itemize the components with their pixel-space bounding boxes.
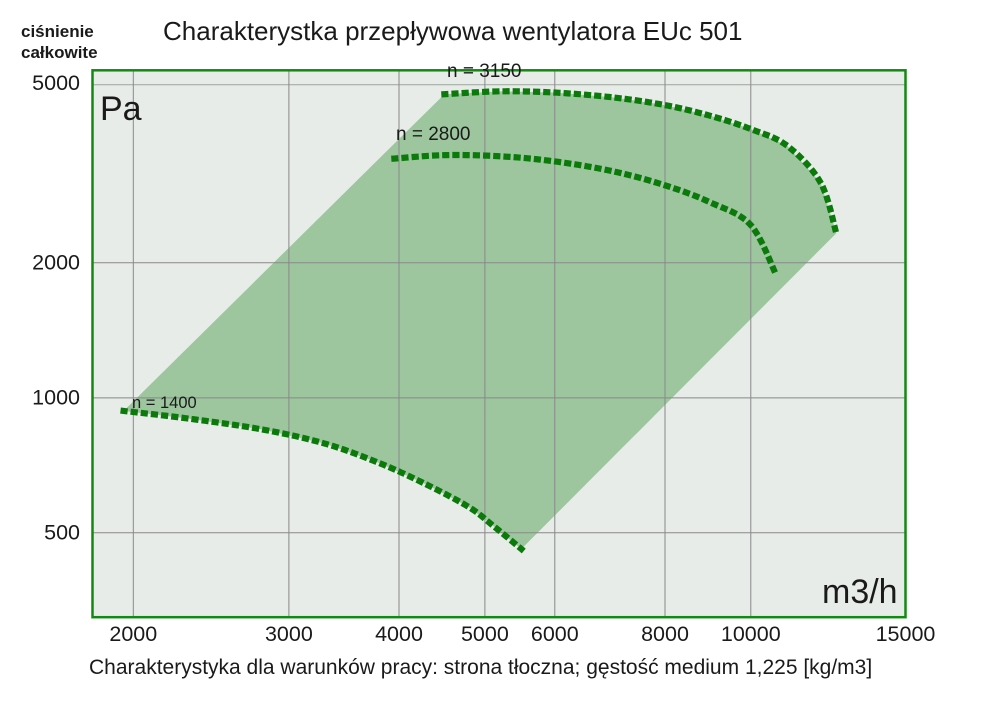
svg-text:6000: 6000 — [531, 622, 579, 646]
svg-text:m3/h: m3/h — [822, 573, 898, 611]
svg-text:2000: 2000 — [32, 251, 80, 275]
svg-text:n = 3150: n = 3150 — [447, 61, 522, 82]
svg-text:8000: 8000 — [641, 622, 689, 646]
svg-text:5000: 5000 — [461, 622, 509, 646]
svg-text:Pa: Pa — [100, 90, 142, 128]
svg-text:15000: 15000 — [876, 622, 936, 646]
svg-text:2000: 2000 — [109, 622, 157, 646]
svg-text:3000: 3000 — [265, 622, 313, 646]
svg-text:n = 1400: n = 1400 — [132, 394, 197, 412]
svg-text:n = 2800: n = 2800 — [396, 124, 471, 145]
svg-text:10000: 10000 — [721, 622, 781, 646]
svg-text:4000: 4000 — [375, 622, 423, 646]
svg-text:1000: 1000 — [32, 386, 80, 410]
svg-text:500: 500 — [44, 521, 80, 545]
svg-text:5000: 5000 — [32, 71, 80, 95]
